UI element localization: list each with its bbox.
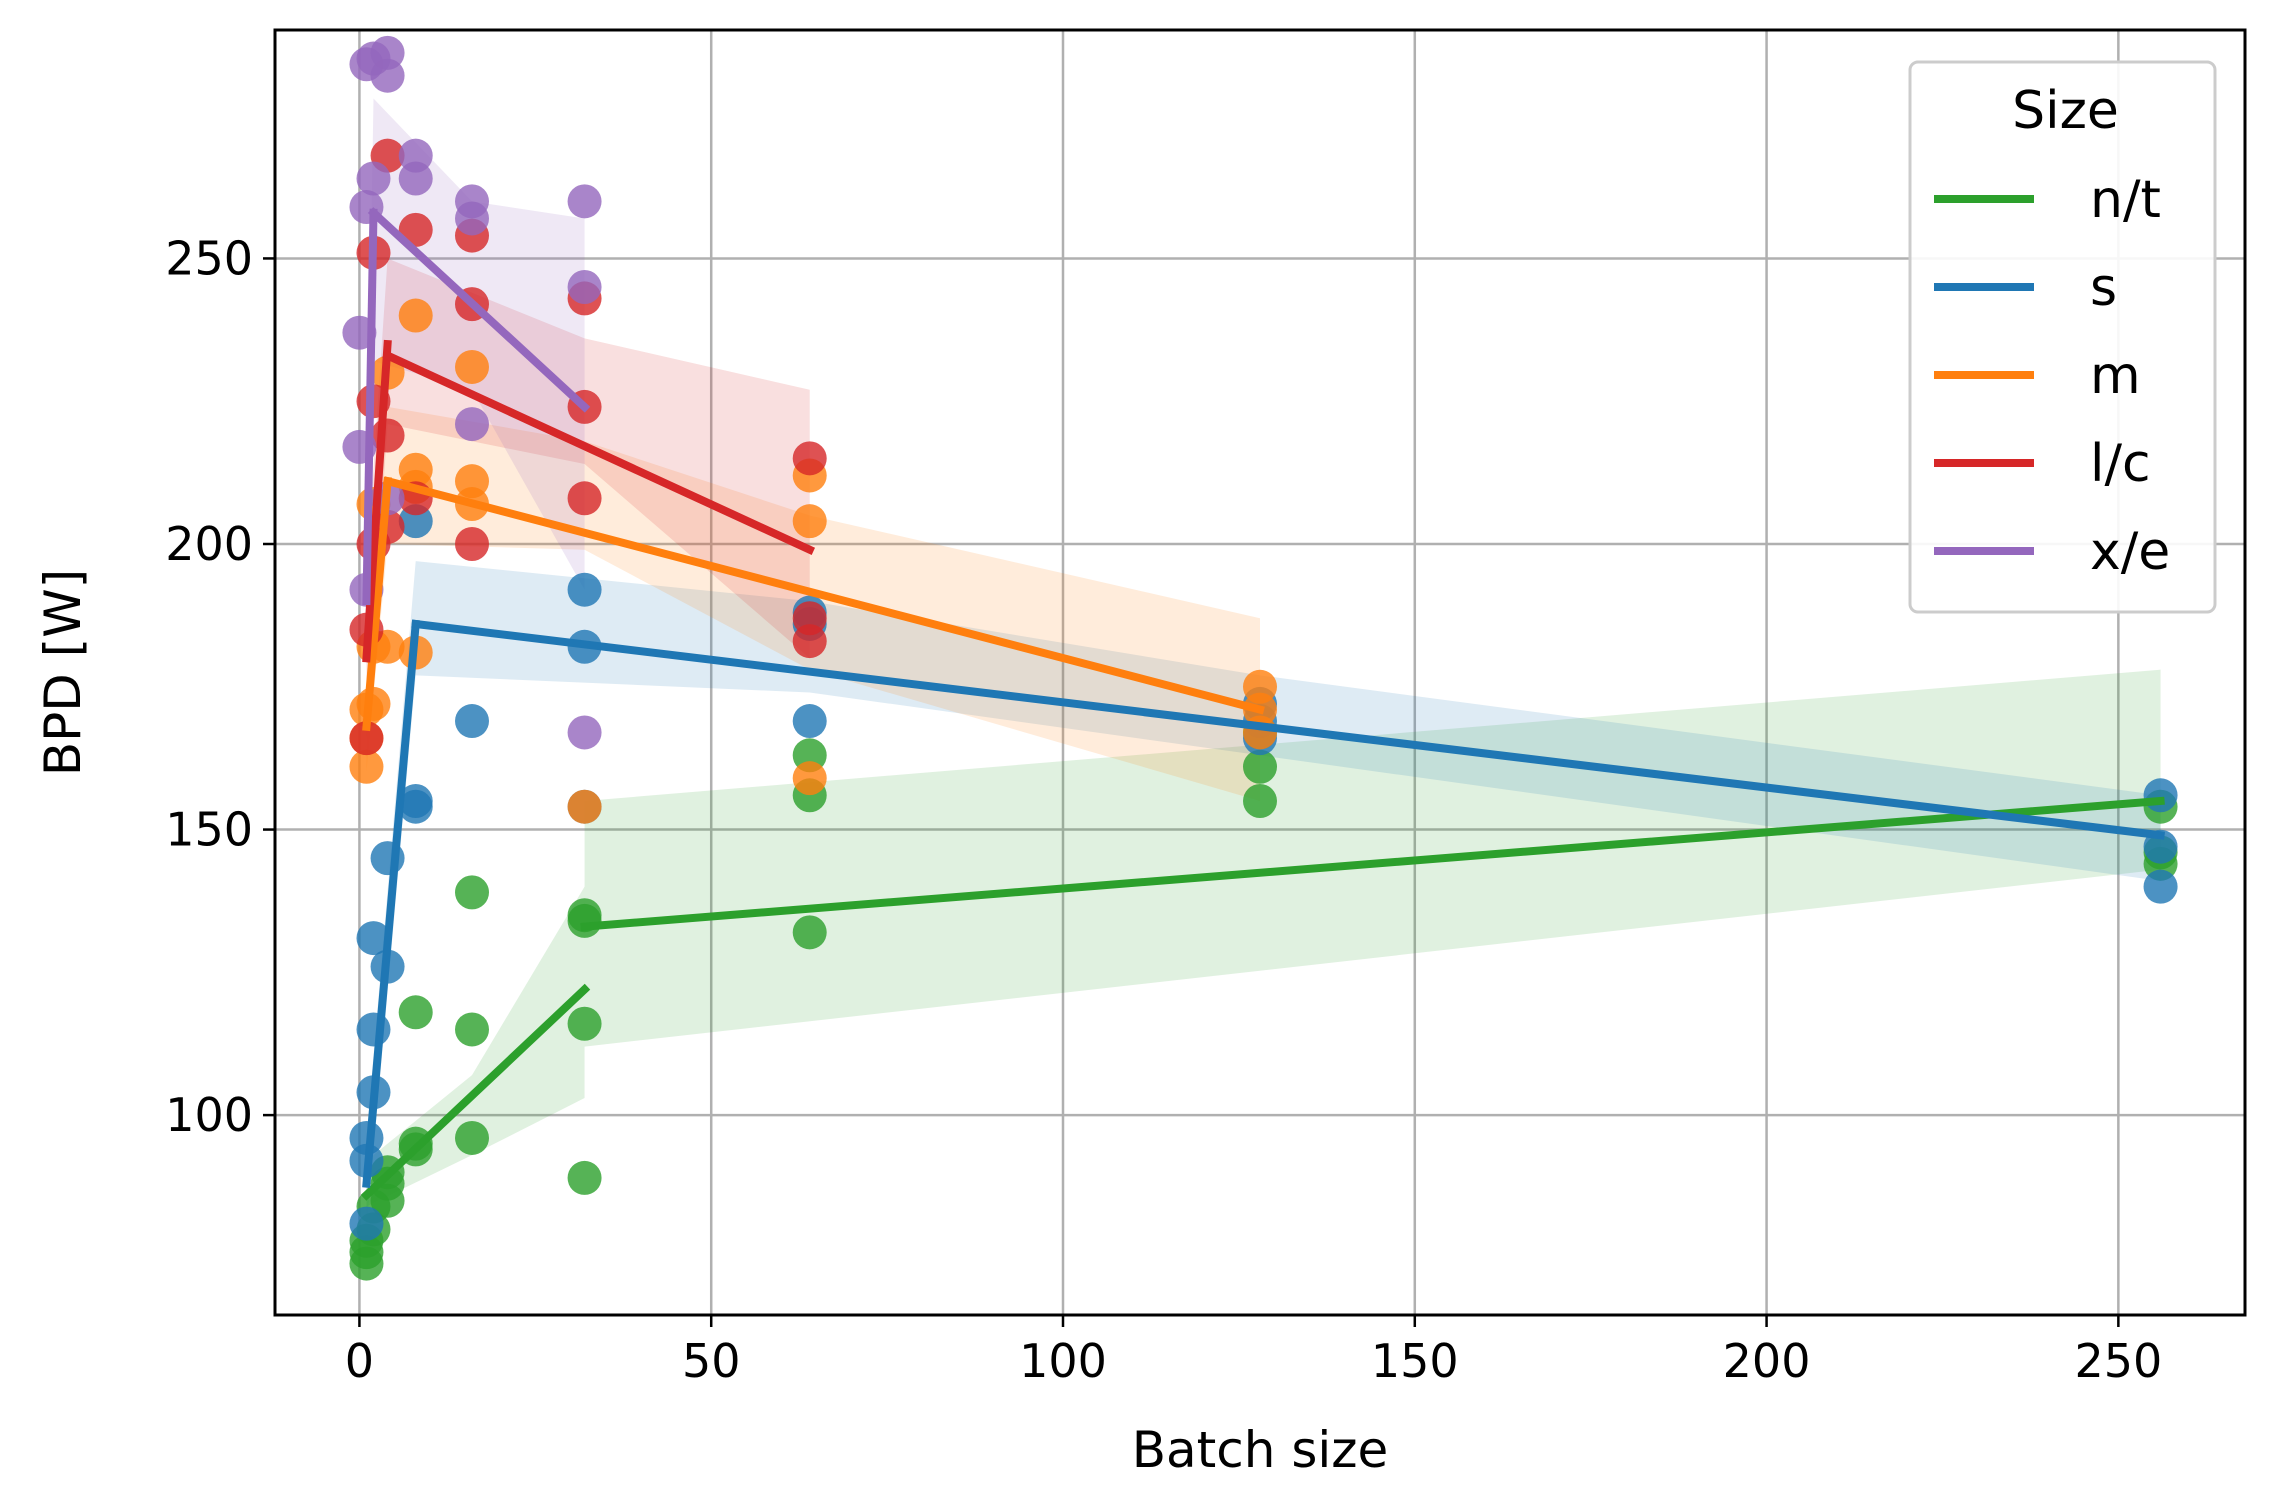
data-point — [356, 686, 391, 721]
data-point — [2143, 778, 2178, 813]
data-point — [792, 704, 827, 739]
y-axis-label: BPD [W] — [34, 569, 92, 776]
data-point — [370, 35, 405, 70]
data-point — [1243, 669, 1277, 704]
legend-label: s — [2090, 258, 2117, 318]
data-point — [567, 184, 602, 219]
y-tick-label: 250 — [165, 231, 253, 285]
data-point — [398, 784, 433, 818]
data-point — [349, 721, 384, 756]
y-tick-label: 100 — [165, 1088, 253, 1142]
trend-line-0 — [580, 796, 2165, 931]
data-point — [792, 915, 827, 950]
x-tick-label: 0 — [345, 1334, 374, 1388]
x-tick-label: 250 — [2074, 1334, 2162, 1388]
x-axis-label: Batch size — [1132, 1421, 1389, 1479]
data-point — [455, 184, 489, 219]
data-point — [349, 749, 384, 784]
trend-line-0 — [360, 983, 591, 1201]
legend-items: n/t sm l/c x/e — [1934, 170, 2170, 582]
data-point — [567, 481, 602, 516]
data-point — [792, 441, 827, 476]
data-point — [1243, 749, 1277, 784]
data-point — [792, 761, 827, 796]
data-point — [1243, 784, 1277, 818]
y-tick-label: 200 — [165, 517, 253, 571]
data-point — [567, 789, 602, 824]
data-point — [567, 572, 602, 607]
trend-line-4 — [362, 208, 378, 606]
data-point — [356, 1012, 391, 1047]
trend-line-1 — [411, 619, 2166, 840]
data-point — [455, 527, 489, 561]
data-point — [792, 504, 827, 539]
data-point — [567, 715, 602, 750]
legend-title: Size — [2012, 81, 2119, 141]
data-point — [356, 161, 391, 196]
data-point — [567, 270, 602, 304]
data-point — [455, 875, 489, 910]
x-tick-label: 100 — [1019, 1334, 1107, 1388]
data-point — [398, 995, 433, 1030]
legend-label: n/t — [2090, 170, 2161, 230]
trend-line-3 — [382, 350, 816, 556]
data-point — [455, 704, 489, 739]
data-point — [398, 298, 433, 333]
legend-label: m — [2090, 346, 2141, 406]
trend-line-2 — [362, 476, 392, 732]
trend-line-3 — [362, 339, 392, 663]
data-point — [349, 1206, 384, 1241]
axis-ticks: 0 50 100 150 200 250 100 150 200 250 — [165, 231, 2162, 1388]
data-point — [455, 1120, 489, 1155]
data-point — [455, 464, 489, 499]
trend-line-1 — [362, 619, 421, 1188]
legend-label: l/c — [2090, 434, 2151, 494]
trend-line-4 — [367, 207, 591, 413]
trend-line-2 — [382, 476, 1265, 715]
data-point — [567, 1160, 602, 1195]
legend-label: x/e — [2090, 522, 2170, 582]
data-point — [398, 452, 433, 487]
data-point — [567, 1006, 602, 1041]
data-point — [398, 138, 433, 173]
x-tick-label: 150 — [1371, 1334, 1459, 1388]
legend: Size n/t sm l/c x/e — [1908, 60, 2217, 614]
plot-frame — [273, 28, 2247, 1317]
y-tick-label: 150 — [165, 803, 253, 857]
x-tick-label: 200 — [1723, 1334, 1811, 1388]
data-point — [792, 601, 827, 636]
data-point — [455, 349, 489, 384]
data-point — [2143, 869, 2178, 904]
data-point — [455, 407, 489, 442]
data-point — [356, 921, 391, 956]
trend-lines — [360, 207, 2166, 1201]
x-tick-label: 50 — [682, 1334, 741, 1388]
data-point — [455, 1012, 489, 1047]
